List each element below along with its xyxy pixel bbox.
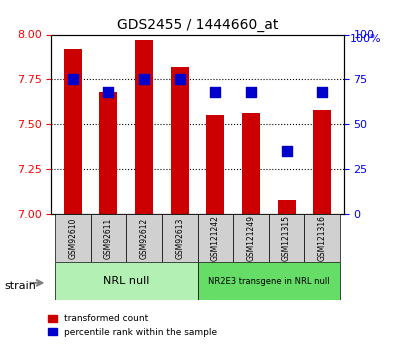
Point: [70, 77, 76, 82]
Bar: [313, 110, 331, 214]
Text: NR2E3 transgene in NRL null: NR2E3 transgene in NRL null: [208, 277, 329, 286]
Text: GSM121315: GSM121315: [282, 215, 291, 261]
FancyBboxPatch shape: [162, 214, 198, 262]
Text: GSM121316: GSM121316: [318, 215, 327, 261]
Point: [248, 89, 254, 95]
Bar: [242, 114, 260, 214]
FancyBboxPatch shape: [55, 214, 90, 262]
Text: GSM92612: GSM92612: [139, 217, 149, 259]
Text: NRL null: NRL null: [103, 276, 149, 286]
FancyBboxPatch shape: [55, 262, 198, 300]
FancyBboxPatch shape: [233, 214, 269, 262]
Text: 100%: 100%: [350, 34, 381, 45]
FancyBboxPatch shape: [126, 214, 162, 262]
Bar: [278, 199, 295, 214]
FancyBboxPatch shape: [198, 262, 340, 300]
Point: [105, 89, 111, 95]
Point: [319, 89, 325, 95]
Bar: [171, 67, 188, 214]
FancyBboxPatch shape: [90, 214, 126, 262]
FancyBboxPatch shape: [269, 214, 305, 262]
Text: strain: strain: [4, 282, 36, 291]
Text: GSM92613: GSM92613: [175, 217, 184, 259]
Legend: transformed count, percentile rank within the sample: transformed count, percentile rank withi…: [44, 311, 221, 341]
Text: GSM92610: GSM92610: [68, 217, 77, 259]
Point: [141, 77, 147, 82]
Bar: [207, 115, 224, 214]
FancyBboxPatch shape: [198, 214, 233, 262]
Text: GSM121249: GSM121249: [246, 215, 256, 261]
Title: GDS2455 / 1444660_at: GDS2455 / 1444660_at: [117, 18, 278, 32]
Point: [284, 148, 290, 154]
Text: GSM92611: GSM92611: [104, 217, 113, 259]
Bar: [135, 40, 153, 214]
Point: [212, 89, 218, 95]
Point: [177, 77, 183, 82]
FancyBboxPatch shape: [305, 214, 340, 262]
Bar: [64, 49, 82, 214]
Text: GSM121242: GSM121242: [211, 215, 220, 261]
Bar: [100, 92, 117, 214]
